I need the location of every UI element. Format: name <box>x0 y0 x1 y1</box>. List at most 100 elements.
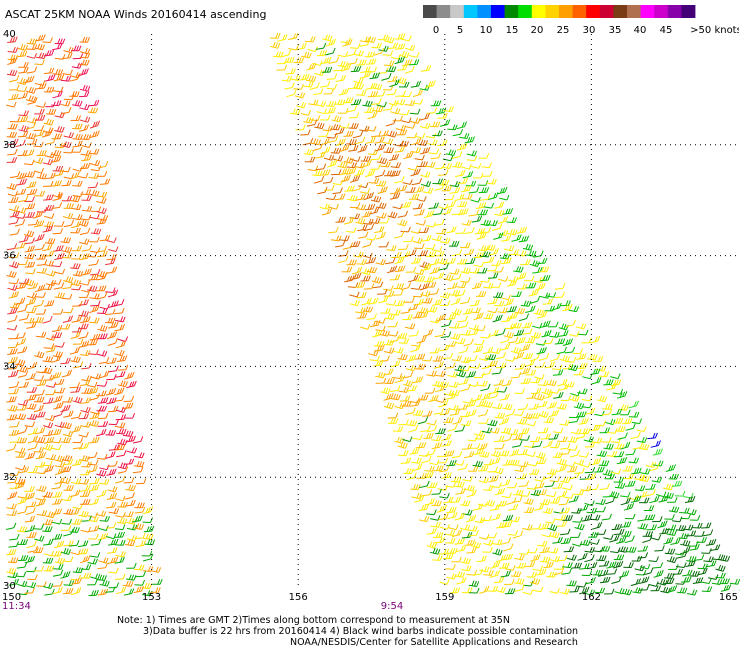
wind-barb <box>603 534 614 540</box>
wind-barb <box>394 230 405 239</box>
wind-barb <box>71 45 82 52</box>
wind-barb <box>63 94 75 101</box>
wind-barb <box>542 298 554 305</box>
wind-barb <box>81 154 92 162</box>
wind-barb <box>534 374 545 380</box>
wind-barb <box>481 361 493 370</box>
wind-barb <box>80 379 91 387</box>
wind-barb <box>522 524 533 531</box>
wind-barb <box>126 447 138 454</box>
wind-barb <box>418 227 430 233</box>
wind-barb <box>44 374 55 381</box>
wind-barb <box>89 213 100 220</box>
wind-barb <box>447 282 458 290</box>
wind-barb <box>26 53 37 59</box>
wind-barb <box>61 369 73 378</box>
wind-barb <box>402 379 414 387</box>
wind-barb <box>7 477 18 484</box>
wind-barb <box>150 566 162 573</box>
wind-barb <box>424 276 435 283</box>
wind-barb <box>45 270 56 277</box>
wind-barb <box>71 459 83 466</box>
wind-barb <box>438 399 449 408</box>
wind-barb <box>477 209 489 216</box>
wind-barb <box>454 571 466 578</box>
wind-barb <box>393 283 405 290</box>
wind-barb <box>288 32 299 40</box>
wind-barb <box>106 374 117 381</box>
wind-barb <box>114 444 126 451</box>
wind-barb <box>657 520 668 529</box>
wind-barb <box>9 533 20 541</box>
wind-barb <box>406 420 418 427</box>
wind-barb <box>442 155 454 162</box>
wind-barb <box>34 129 45 137</box>
wind-barb <box>378 241 389 248</box>
wind-barb <box>24 452 36 460</box>
wind-barb <box>35 292 46 298</box>
wind-barb <box>642 567 654 576</box>
wind-barb <box>27 467 39 473</box>
wind-barb <box>305 36 316 43</box>
wind-barb <box>408 193 420 200</box>
wind-barb <box>609 491 620 499</box>
wind-barb <box>483 485 494 491</box>
wind-barb <box>433 361 444 369</box>
wind-barb <box>17 580 28 588</box>
wind-barb <box>497 216 509 224</box>
wind-barb <box>663 578 675 585</box>
wind-barb <box>506 482 518 489</box>
wind-barb <box>126 562 137 569</box>
wind-barb <box>80 214 92 221</box>
wind-barb <box>517 403 529 411</box>
wind-barb <box>150 587 161 593</box>
wind-barb <box>134 502 145 509</box>
wind-barb <box>63 410 74 418</box>
wind-barb <box>369 206 380 215</box>
wind-barb <box>371 98 382 105</box>
wind-barb <box>390 393 401 401</box>
wind-barb <box>332 155 344 162</box>
wind-barb <box>17 44 29 51</box>
wind-barb <box>340 174 351 183</box>
wind-barb <box>410 284 422 290</box>
wind-barb <box>519 435 530 441</box>
wind-barb <box>536 568 547 576</box>
wind-barb <box>385 300 397 306</box>
wind-barb <box>364 51 376 58</box>
wind-barb <box>8 217 19 225</box>
wind-barb <box>9 261 20 269</box>
wind-barb <box>366 58 377 65</box>
wind-barb <box>484 499 496 507</box>
wind-barb <box>370 130 382 138</box>
wind-barb <box>132 466 144 474</box>
wind-barb <box>90 539 102 546</box>
wind-barb <box>359 39 370 47</box>
wind-barb <box>72 326 83 333</box>
wind-barb <box>125 435 136 443</box>
wind-barb <box>81 362 92 370</box>
wind-barb <box>719 555 731 562</box>
wind-barb <box>666 556 678 564</box>
wind-barb <box>15 338 27 346</box>
wind-barb <box>419 122 431 129</box>
wind-barb <box>320 80 331 88</box>
wind-barb <box>26 181 37 189</box>
wind-barb <box>54 342 65 348</box>
wind-barb <box>300 129 311 136</box>
wind-barb <box>107 337 118 346</box>
wind-barb <box>428 288 440 296</box>
wind-barb <box>401 117 412 124</box>
wind-barb <box>389 335 400 344</box>
wind-barb <box>430 100 442 107</box>
wind-barb <box>601 513 612 521</box>
wind-barb <box>511 291 522 297</box>
wind-barb <box>559 355 571 363</box>
wind-barb <box>487 466 499 473</box>
wind-barb <box>443 389 455 397</box>
wind-barb <box>556 403 568 410</box>
wind-barb <box>451 355 462 362</box>
wind-barb <box>388 330 399 337</box>
wind-barb <box>352 130 364 139</box>
